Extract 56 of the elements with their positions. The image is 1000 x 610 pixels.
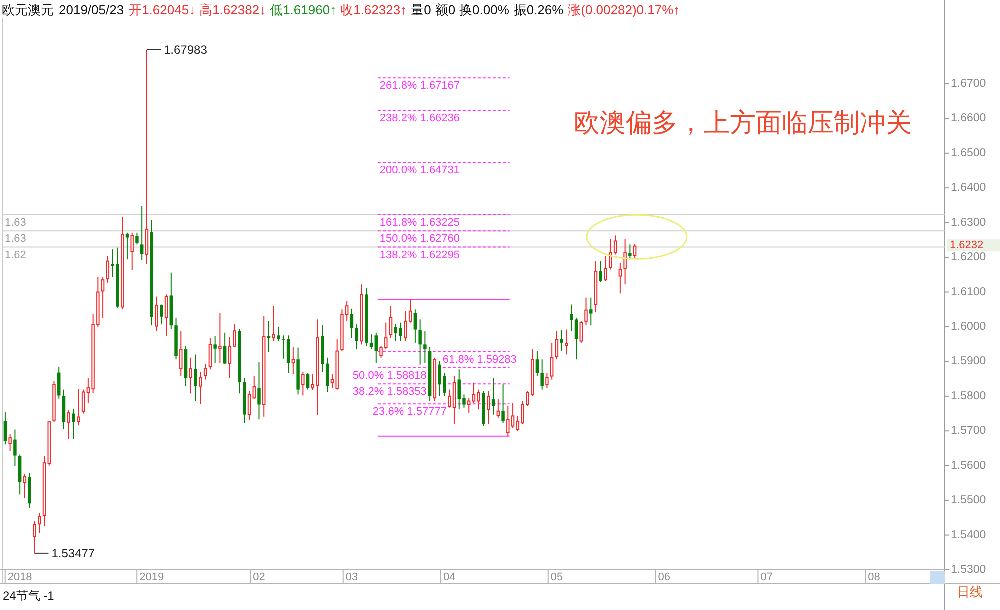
x-tick-label: 06 (658, 572, 670, 584)
x-tick-label: 08 (868, 572, 880, 584)
ref-line-label: 61.8% 1.59283 (442, 354, 517, 366)
y-tick-label: 1.6700 (951, 78, 986, 90)
text: 量0 (411, 2, 432, 18)
x-tick-label: 2018 (8, 572, 32, 584)
y-tick-label: 1.5400 (951, 529, 986, 542)
x-tick-label: 03 (346, 572, 358, 584)
y-tick-label: 1.6300 (951, 216, 986, 229)
annotation: 1.67983 (164, 42, 208, 57)
y-tick-label: 1.5600 (951, 460, 986, 472)
y-tick-label: 1.5300 (951, 564, 986, 576)
text: 低1.61960↑ (270, 2, 337, 18)
text: 开1.62045↓ (129, 2, 196, 18)
y-tick-label: 1.5700 (951, 425, 986, 438)
text: 高1.62382↓ (200, 2, 266, 18)
y-tick-label: 1.5800 (951, 390, 986, 402)
y-tick-label: 1.5900 (951, 356, 986, 368)
y-tick-label: 1.6400 (951, 182, 986, 194)
ref-line-label: 138.2% 1.62295 (380, 249, 460, 262)
text: 24节气 -1 (3, 589, 55, 603)
annotation: 欧澳偏多，上方面临压制冲关 (574, 108, 912, 138)
y-tick-label: 1.6600 (951, 112, 986, 125)
ref-line-label: 161.8% 1.63225 (380, 217, 460, 230)
y-tick-label: 1.6000 (951, 320, 986, 333)
text: 振0.26% (514, 2, 564, 18)
x-tick-label: 05 (550, 572, 564, 584)
chart-title: 欧元澳元 (2, 2, 54, 18)
ref-line-label: 238.2% 1.66236 (380, 112, 460, 124)
x-tick-label: 02 (253, 572, 266, 584)
y-tick-label: 1.6200 (951, 252, 986, 264)
text: 涨(0.00282)0.17%↑ (568, 2, 680, 18)
ref-line-label: 1.62 (5, 249, 26, 262)
x-tick-label: 04 (443, 572, 456, 584)
ref-line-label: 150.0% 1.62760 (380, 233, 460, 246)
y-tick-label: 1.6100 (951, 286, 986, 298)
annotation: 1.67983 (146, 42, 208, 57)
text: 收1.62323↑ (340, 2, 408, 18)
chart-subtitle: 2019/05/23 (59, 2, 124, 18)
ref-line-label: 200.0% 1.64731 (380, 164, 460, 177)
text: 换0.00% (460, 2, 510, 18)
annotation: 1.6232 (947, 239, 1000, 252)
ref-line-label: 38.2% 1.58353 (352, 386, 427, 398)
ref-line-label: 1.63 (5, 217, 26, 230)
text: 日线 (957, 584, 983, 600)
x-tick-label: 2019 (140, 572, 164, 584)
ref-line-label: 23.6% 1.57777 (372, 406, 447, 418)
annotation: 1.53477 (52, 546, 96, 560)
y-tick-label: 1.6500 (951, 147, 986, 160)
ref-line-label: 1.63 (5, 233, 26, 246)
ref-line-label: 50.0% 1.58818 (352, 370, 427, 382)
ref-line-label: 261.8% 1.67167 (380, 80, 460, 92)
text: 额0 (435, 2, 456, 18)
x-tick-label: 07 (760, 572, 773, 584)
y-tick-label: 1.5500 (951, 494, 986, 507)
annotation: 1.53477 (34, 546, 96, 560)
